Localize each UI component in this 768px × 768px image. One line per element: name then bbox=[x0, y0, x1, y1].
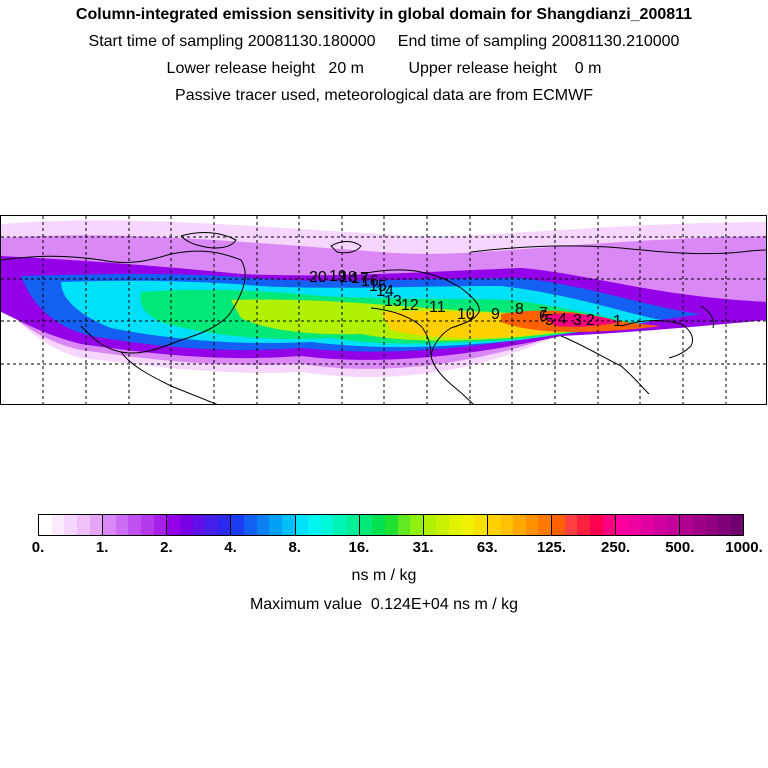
release-height-line: Lower release height 20 m Upper release … bbox=[166, 60, 602, 77]
colorbar-segment bbox=[730, 515, 744, 535]
colorbar-segment bbox=[474, 515, 488, 535]
colorbar-segment bbox=[320, 515, 334, 535]
trajectory-label: 3 bbox=[573, 312, 582, 329]
colorbar-segment bbox=[333, 515, 346, 535]
colorbar-tick-label: 31. bbox=[412, 539, 434, 556]
colorbar-segment bbox=[577, 515, 590, 535]
colorbar-segment bbox=[115, 515, 129, 535]
colorbar-segment bbox=[449, 515, 462, 535]
colorbar-segment bbox=[384, 515, 398, 535]
trajectory-label: 7 bbox=[539, 305, 548, 322]
tracer-info-line: Passive tracer used, meteorological data… bbox=[175, 87, 593, 104]
colorbar-segment bbox=[513, 515, 526, 535]
colorbar-segment bbox=[192, 515, 206, 535]
trajectory-label: 18 bbox=[339, 269, 357, 286]
trajectory-label: 9 bbox=[491, 306, 500, 323]
colorbar-segment bbox=[51, 515, 65, 535]
plot-title: Column-integrated emission sensitivity i… bbox=[75, 6, 693, 23]
colorbar-segment bbox=[167, 515, 180, 535]
colorbar-tick-label: 4. bbox=[224, 539, 237, 556]
colorbar-tick-label: 1000. bbox=[725, 539, 763, 556]
sampling-time-line: Start time of sampling 20081130.180000 E… bbox=[88, 33, 680, 50]
trajectory-label: 16 bbox=[361, 273, 379, 290]
colorbar-segment bbox=[89, 515, 104, 535]
colorbar-tick-label: 16. bbox=[348, 539, 370, 556]
colorbar-segment bbox=[39, 515, 52, 535]
trajectory-label: 11 bbox=[429, 299, 446, 316]
colorbar-segment bbox=[487, 515, 501, 535]
colorbar-segment bbox=[552, 515, 565, 535]
colorbar-segment bbox=[525, 515, 539, 535]
colorbar-segment bbox=[589, 515, 603, 535]
colorbar-segment bbox=[217, 515, 232, 535]
colorbar-segment bbox=[244, 515, 257, 535]
colorbar-segment bbox=[256, 515, 270, 535]
trajectory-label: 17 bbox=[351, 270, 369, 287]
colorbar-segment bbox=[641, 515, 654, 535]
colorbar-tick-label: 250. bbox=[601, 539, 631, 556]
colorbar-segment bbox=[346, 515, 360, 535]
colorbar-unit: ns m / kg bbox=[351, 567, 417, 584]
colorbar-segment bbox=[359, 515, 373, 535]
plume-band-core bbox=[541, 313, 621, 327]
colorbar-segment bbox=[628, 515, 642, 535]
trajectory-label: 12 bbox=[401, 297, 419, 314]
colorbar-segment bbox=[141, 515, 154, 535]
colorbar-segment bbox=[692, 515, 706, 535]
colorbar-tick-label: 63. bbox=[476, 539, 498, 556]
trajectory-label: 8 bbox=[515, 301, 524, 318]
maximum-value-text: Maximum value 0.124E+04 ns m / kg bbox=[249, 596, 519, 613]
colorbar-tick-label: 8. bbox=[288, 539, 301, 556]
colorbar-segment bbox=[281, 515, 296, 535]
trajectory-label: 10 bbox=[457, 306, 475, 323]
trajectory-label: 4 bbox=[558, 311, 567, 328]
colorbar-segment bbox=[500, 515, 514, 535]
colorbar-segment bbox=[179, 515, 193, 535]
colorbar-segment bbox=[461, 515, 475, 535]
colorbar-segment bbox=[128, 515, 141, 535]
trajectory-label: 19 bbox=[329, 268, 347, 285]
colorbar-segment bbox=[666, 515, 681, 535]
colorbar bbox=[38, 514, 744, 536]
trajectory-label: 14 bbox=[376, 283, 394, 300]
colorbar-tick-label: 2. bbox=[160, 539, 173, 556]
trajectory-label: 20 bbox=[309, 269, 327, 286]
colorbar-segment bbox=[616, 515, 629, 535]
colorbar-segment bbox=[269, 515, 282, 535]
colorbar-tick-label: 500. bbox=[665, 539, 695, 556]
colorbar-segment bbox=[231, 515, 244, 535]
trajectory-label: 15 bbox=[369, 278, 387, 295]
colorbar-segment bbox=[602, 515, 617, 535]
trajectory-label: 2 bbox=[586, 312, 595, 329]
colorbar-segment bbox=[308, 515, 321, 535]
colorbar-segment bbox=[564, 515, 578, 535]
colorbar-segment bbox=[705, 515, 719, 535]
trajectory-label: 13 bbox=[384, 293, 402, 310]
colorbar-segment bbox=[718, 515, 731, 535]
colorbar-segment bbox=[64, 515, 77, 535]
colorbar-segment bbox=[680, 515, 693, 535]
colorbar-tick-label: 125. bbox=[536, 539, 567, 556]
sensitivity-map: 1 2 3 4 5 6 7 8 9 10 11 12 13 14 15 16 17 18 19 20 bbox=[0, 215, 767, 405]
colorbar-segment bbox=[538, 515, 552, 535]
colorbar-tick-label: 0. bbox=[31, 539, 45, 556]
graticule bbox=[1, 216, 766, 404]
colorbar-segment bbox=[423, 515, 437, 535]
colorbar-segment bbox=[397, 515, 411, 535]
trajectory-label: 1 bbox=[613, 313, 622, 330]
trajectory-label: 5 bbox=[545, 312, 554, 329]
colorbar-segment bbox=[654, 515, 667, 535]
colorbar-segment bbox=[103, 515, 116, 535]
colorbar-tick-label: 1. bbox=[95, 539, 109, 556]
trajectory-label: 6 bbox=[539, 308, 548, 325]
colorbar-segment bbox=[410, 515, 424, 535]
colorbar-segment bbox=[436, 515, 449, 535]
colorbar-segment bbox=[205, 515, 218, 535]
colorbar-segment bbox=[76, 515, 90, 535]
colorbar-segment bbox=[295, 515, 309, 535]
colorbar-segment bbox=[153, 515, 168, 535]
colorbar-segment bbox=[372, 515, 385, 535]
